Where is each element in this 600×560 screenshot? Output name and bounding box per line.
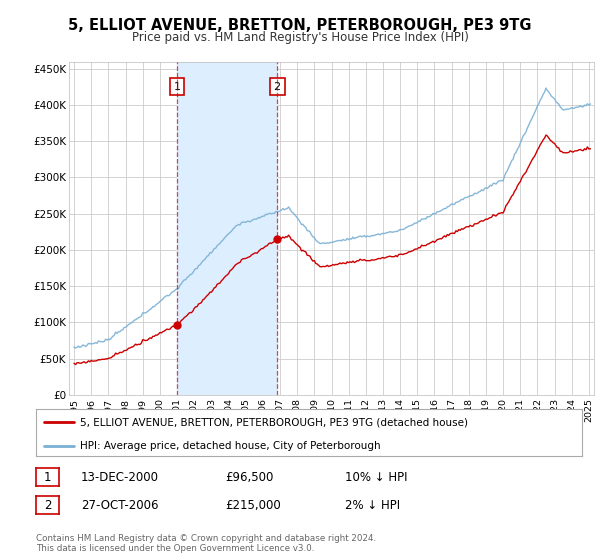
Text: 5, ELLIOT AVENUE, BRETTON, PETERBOROUGH, PE3 9TG (detached house): 5, ELLIOT AVENUE, BRETTON, PETERBOROUGH,… xyxy=(80,417,467,427)
Text: 2% ↓ HPI: 2% ↓ HPI xyxy=(345,498,400,512)
Text: 2: 2 xyxy=(44,498,51,512)
Text: £96,500: £96,500 xyxy=(225,470,274,484)
Text: 1: 1 xyxy=(173,82,181,92)
Text: 5, ELLIOT AVENUE, BRETTON, PETERBOROUGH, PE3 9TG: 5, ELLIOT AVENUE, BRETTON, PETERBOROUGH,… xyxy=(68,18,532,33)
Text: 2: 2 xyxy=(274,82,281,92)
Text: 10% ↓ HPI: 10% ↓ HPI xyxy=(345,470,407,484)
Bar xyxy=(177,62,277,395)
Text: 27-OCT-2006: 27-OCT-2006 xyxy=(81,498,158,512)
Text: HPI: Average price, detached house, City of Peterborough: HPI: Average price, detached house, City… xyxy=(80,441,380,451)
Text: £215,000: £215,000 xyxy=(225,498,281,512)
Text: Price paid vs. HM Land Registry's House Price Index (HPI): Price paid vs. HM Land Registry's House … xyxy=(131,31,469,44)
Text: 13-DEC-2000: 13-DEC-2000 xyxy=(81,470,159,484)
Text: 1: 1 xyxy=(44,470,51,484)
Text: Contains HM Land Registry data © Crown copyright and database right 2024.
This d: Contains HM Land Registry data © Crown c… xyxy=(36,534,376,553)
